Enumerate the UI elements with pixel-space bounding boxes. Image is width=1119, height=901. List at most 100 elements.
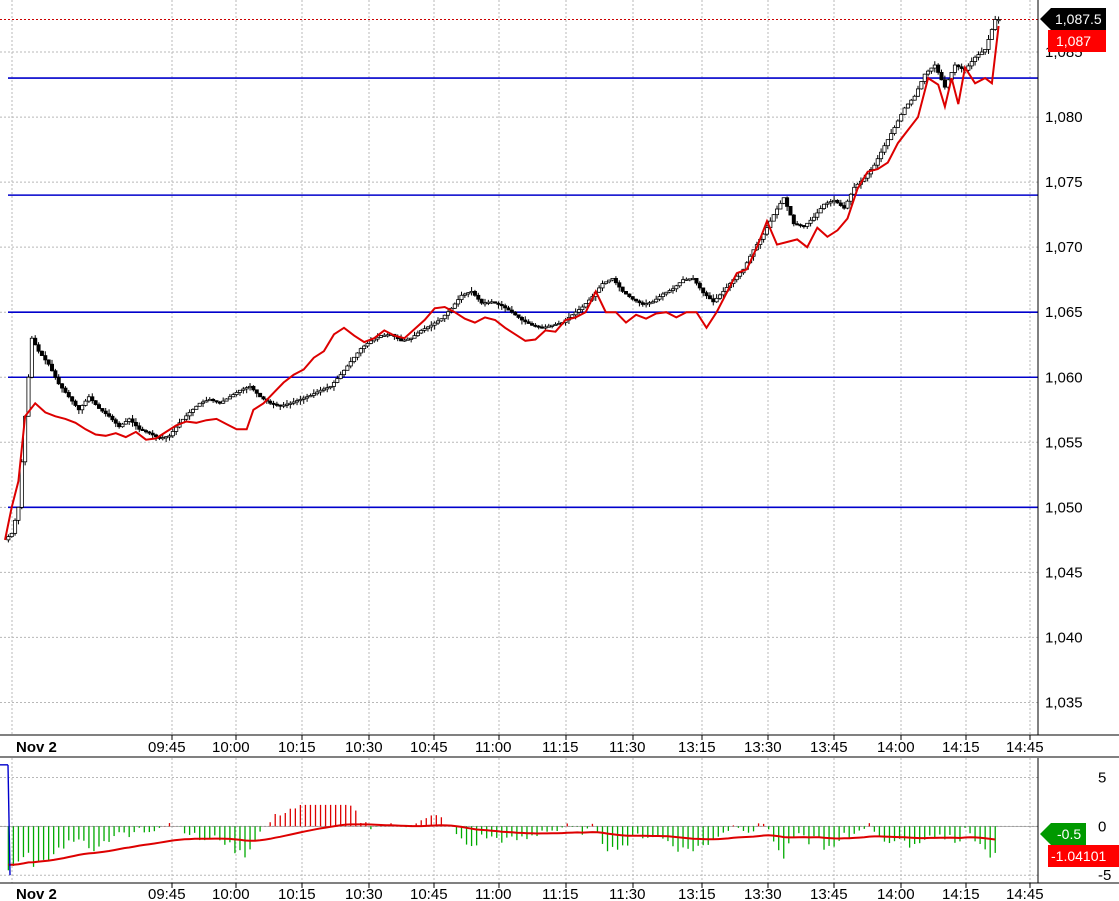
candle-body <box>436 320 441 324</box>
x-tick-label: 14:15 <box>942 739 980 756</box>
candle-body <box>80 405 85 411</box>
candle-body <box>842 205 847 209</box>
candle-body <box>523 319 528 323</box>
candle-body <box>483 302 488 305</box>
red-line-series <box>4 25 1000 541</box>
candle-body <box>600 283 605 289</box>
candle-body <box>385 334 390 337</box>
candle-body <box>174 426 179 432</box>
candle-body <box>684 278 689 281</box>
x-tick-label: 14:00 <box>877 739 915 756</box>
candle-body <box>815 212 820 218</box>
x-tick-label: 13:30 <box>744 739 782 756</box>
candle-body <box>607 279 612 283</box>
candle-body <box>63 387 68 393</box>
candle-body <box>194 405 199 410</box>
candle-body <box>301 397 306 400</box>
candle-body <box>583 303 588 308</box>
candle-body <box>553 323 558 326</box>
candle-body <box>130 418 135 423</box>
candle-body <box>315 391 320 395</box>
candle-body <box>439 318 444 322</box>
x-tick-label-lower: 11:30 <box>609 886 645 901</box>
candle-body <box>456 299 461 305</box>
candle-body <box>623 290 628 295</box>
candle-body <box>234 392 239 396</box>
x-tick-label-lower: 14:45 <box>1006 886 1044 901</box>
candle-body <box>201 401 206 404</box>
candle-body <box>73 400 78 406</box>
x-tick-label-lower: 09:45 <box>148 886 186 901</box>
x-tick-label: 10:45 <box>410 739 448 756</box>
candle-body <box>905 103 910 109</box>
candle-body <box>976 54 981 58</box>
candle-body <box>778 202 783 210</box>
candle-body <box>154 434 159 438</box>
candle-body <box>160 437 165 440</box>
oscillator-value-tag <box>1040 823 1086 845</box>
candle-body <box>16 506 21 521</box>
candle-body <box>214 400 219 403</box>
candle-body <box>785 197 790 207</box>
red-line-tag <box>1048 30 1106 52</box>
candle-body <box>889 133 894 141</box>
x-tick-label: 13:15 <box>678 739 716 756</box>
candle-body <box>620 286 625 292</box>
candle-body <box>33 337 38 346</box>
y-tick-label-lower: 5 <box>1098 770 1106 787</box>
candle-body <box>133 421 138 427</box>
candle-body <box>227 396 232 400</box>
candle-body <box>446 311 451 316</box>
candle-body <box>93 400 98 405</box>
candle-body <box>43 355 48 361</box>
candle-body <box>983 49 988 53</box>
candle-body <box>637 300 642 304</box>
candle-body <box>808 219 813 224</box>
candle-body <box>513 311 518 316</box>
candle-body <box>969 61 974 67</box>
candle-body <box>375 336 380 340</box>
candle-body <box>597 287 602 293</box>
candle-body <box>630 296 635 300</box>
candle-body <box>613 277 618 284</box>
candle-body <box>137 425 142 430</box>
candle-body <box>835 199 840 204</box>
candle-body <box>704 292 709 297</box>
candle-body <box>691 277 696 280</box>
candle-body <box>573 311 578 316</box>
candle-body <box>244 387 249 390</box>
candle-body <box>556 323 561 326</box>
candle-body <box>261 396 266 400</box>
candle-body <box>9 532 14 538</box>
candle-body <box>952 64 957 73</box>
candle-body <box>939 72 944 81</box>
candle-body <box>271 402 276 405</box>
candle-body <box>365 343 370 347</box>
candle-body <box>529 323 534 326</box>
y-tick-label: 1,055 <box>1045 434 1083 451</box>
candle-body <box>479 298 484 304</box>
candle-body <box>164 436 169 439</box>
candle-body <box>167 435 172 438</box>
candle-body <box>305 396 310 399</box>
candle-body <box>187 411 192 417</box>
candle-body <box>714 297 719 303</box>
candle-body <box>382 334 387 337</box>
candle-body <box>123 421 128 425</box>
candle-body <box>70 396 75 402</box>
candle-body <box>311 393 316 396</box>
candle-body <box>268 400 273 404</box>
candle-body <box>241 388 246 391</box>
candle-body <box>254 389 259 394</box>
x-tick-label: 10:00 <box>212 739 250 756</box>
candle-body <box>499 304 504 307</box>
last-price-tag <box>1040 8 1106 30</box>
candle-body <box>848 193 853 202</box>
candle-body <box>19 461 24 508</box>
y-tick-label-lower: 0 <box>1098 818 1106 835</box>
price-tags: 1,087.5 1,087 -0.5 -1.04101 <box>1040 8 1119 867</box>
x-tick-label: 11:15 <box>542 739 578 756</box>
candle-body <box>640 302 645 305</box>
candle-body <box>405 338 410 341</box>
